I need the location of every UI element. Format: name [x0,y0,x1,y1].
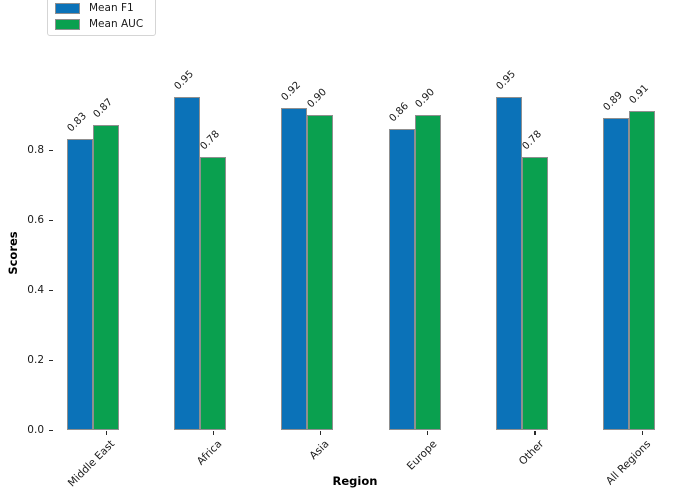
bar-mean-f1-all-regions [603,118,629,430]
x-tick-mark [319,431,322,435]
y-tick-mark [49,289,53,291]
x-tick-label-africa: Africa [195,438,225,468]
bar-mean-auc-africa [200,157,227,430]
y-tick-mark [49,219,53,221]
value-label-mean-f1-africa: 0.95 [172,68,197,93]
value-label-mean-auc-all-regions: 0.91 [627,82,652,107]
x-tick-label-asia: Asia [307,438,332,463]
y-tick-label-0-8: 0.8 [27,144,44,156]
value-label-mean-auc-asia: 0.90 [305,86,330,111]
bar-mean-auc-middle-east [93,125,119,430]
x-tick-mark [212,431,214,435]
x-tick-label-other: Other [516,438,547,468]
x-tick-mark [534,431,536,435]
value-label-mean-auc-europe: 0.90 [413,86,437,111]
bar-mean-f1-africa [174,97,201,430]
x-tick-mark [427,431,429,435]
value-label-mean-f1-asia: 0.92 [279,79,304,104]
value-label-mean-auc-other: 0.78 [520,128,544,153]
y-tick-label-0-6: 0.6 [27,214,44,226]
y-tick-label-0-4: 0.4 [27,284,44,296]
value-label-mean-f1-other: 0.95 [494,68,518,93]
y-tick-label-0-0: 0.0 [27,424,44,436]
bar-mean-f1-europe [388,129,415,430]
legend-label: Mean AUC [89,18,144,30]
legend-label: Mean F1 [89,2,134,14]
value-label-mean-f1-europe: 0.86 [387,100,411,125]
value-label-mean-f1-middle-east: 0.83 [65,110,90,135]
value-label-mean-f1-all-regions: 0.89 [601,89,626,114]
bar-mean-f1-asia [281,108,308,430]
bar-mean-auc-asia [307,115,334,430]
x-axis-label: Region [332,474,378,488]
bar-mean-auc-europe [414,115,441,430]
y-tick-mark [49,359,53,361]
legend-item-mean-f1: Mean F1 [55,2,143,14]
legend: Mean F1 Mean AUC [47,0,157,36]
legend-item-mean-auc: Mean AUC [55,18,143,30]
y-tick-label-0-2: 0.2 [27,354,44,366]
y-axis-label: Scores [6,231,20,275]
mean-f1-swatch-icon [55,2,80,14]
value-label-mean-auc-middle-east: 0.87 [91,96,116,121]
bar-mean-auc-other [521,157,548,430]
x-tick-label-europe: Europe [404,438,440,473]
bar-mean-auc-all-regions [629,111,655,430]
y-tick-mark [49,429,53,431]
x-tick-mark [105,431,107,435]
bar-mean-f1-middle-east [67,139,93,430]
bar-mean-f1-other [495,97,522,430]
x-tick-mark [641,431,643,435]
y-tick-mark [49,149,53,151]
value-label-mean-auc-africa: 0.78 [198,128,223,153]
mean-auc-swatch-icon [55,18,80,30]
